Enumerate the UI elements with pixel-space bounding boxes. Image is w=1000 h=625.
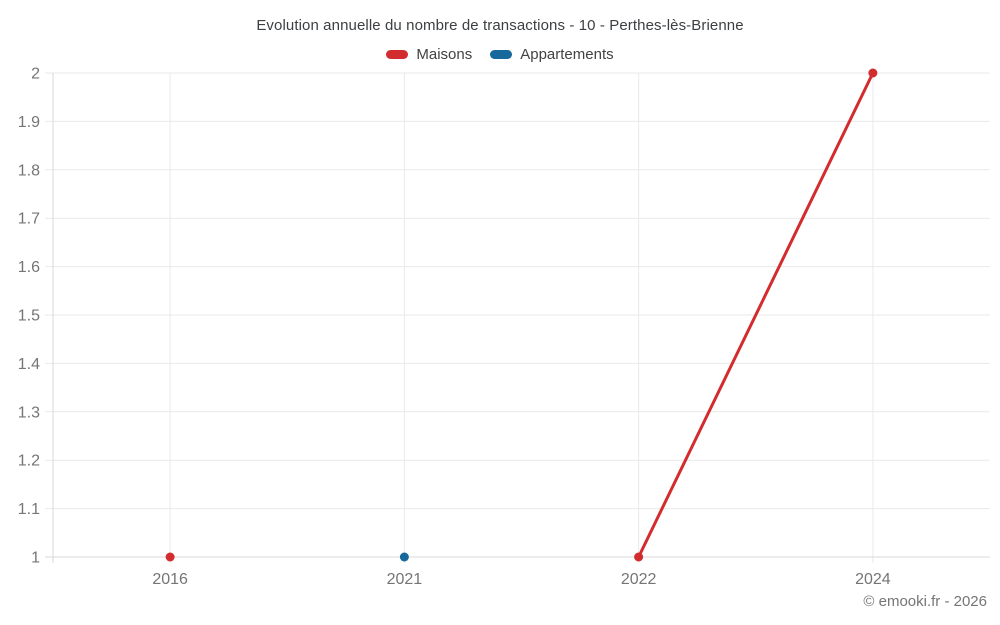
y-tick-label: 1.9 [18, 114, 40, 131]
x-tick-label: 2024 [855, 571, 891, 588]
data-point-maisons-2024[interactable] [868, 68, 878, 78]
maisons-swatch-icon [386, 50, 409, 59]
y-tick-label: 1 [31, 550, 40, 567]
y-tick-label: 1.3 [18, 404, 40, 421]
legend: Maisons Appartements [0, 46, 1000, 63]
series-line-maisons [637, 71, 875, 559]
legend-label-appartements: Appartements [520, 46, 614, 63]
appartements-swatch-icon [490, 50, 513, 59]
data-point-maisons-2016[interactable] [165, 552, 175, 562]
y-tick-label: 1.1 [18, 501, 40, 518]
data-point-appartements-2021[interactable] [399, 552, 409, 562]
x-tick-label: 2022 [621, 571, 657, 588]
x-tick-label: 2016 [152, 571, 188, 588]
y-tick-label: 1.6 [18, 259, 40, 276]
chart-title: Evolution annuelle du nombre de transact… [256, 17, 744, 34]
legend-label-maisons: Maisons [416, 46, 473, 63]
y-tick-label: 1.5 [18, 308, 40, 325]
y-tick-label: 1.2 [18, 453, 40, 470]
y-tick-label: 1.8 [18, 162, 40, 179]
y-tick-label: 2 [31, 66, 40, 83]
y-tick-label: 1.4 [18, 356, 40, 373]
legend-item-appartements[interactable]: Appartements [490, 46, 614, 63]
copyright: © emooki.fr - 2026 [863, 593, 987, 610]
data-point-maisons-2022[interactable] [634, 552, 644, 562]
x-tick-label: 2021 [387, 571, 423, 588]
legend-item-maisons[interactable]: Maisons [386, 46, 472, 63]
y-tick-label: 1.7 [18, 211, 40, 228]
